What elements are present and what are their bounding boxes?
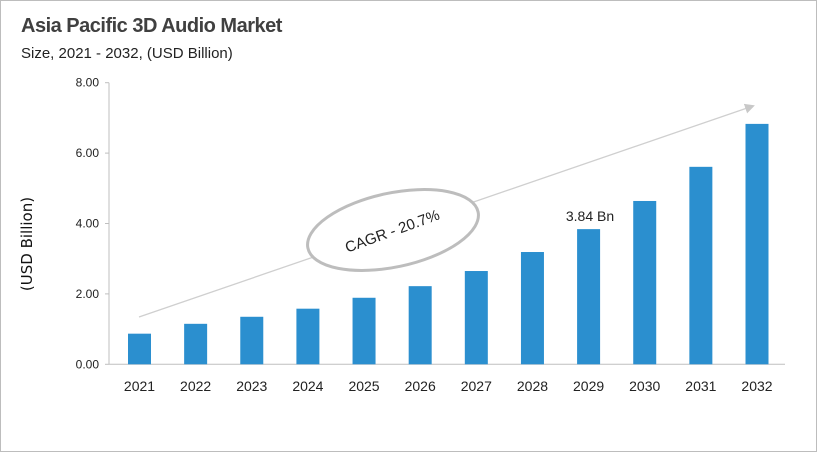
chart-title: Asia Pacific 3D Audio Market	[21, 15, 282, 37]
x-tick-label: 2022	[180, 378, 211, 394]
bar-2031	[689, 166, 713, 365]
y-axis-label: (USD Billion)	[18, 197, 36, 291]
y-tick-label: 8.00	[76, 76, 100, 90]
y-tick-label: 6.00	[76, 146, 100, 160]
x-tick-label: 2031	[685, 378, 716, 394]
x-tick-label: 2029	[573, 378, 604, 394]
cagr-ellipse	[306, 188, 480, 272]
bar-2023	[240, 316, 264, 365]
y-tick-label: 0.00	[76, 357, 100, 371]
bar-2032	[745, 123, 769, 365]
bar-2025	[352, 297, 376, 365]
x-tick-label: 2027	[461, 378, 492, 394]
y-tick-label: 2.00	[76, 287, 100, 301]
x-tick-label: 2023	[236, 378, 267, 394]
x-tick-label: 2024	[292, 378, 323, 394]
bar-2026	[408, 286, 432, 365]
bar-2024	[296, 308, 320, 365]
y-tick-label: 4.00	[76, 217, 100, 231]
x-tick-label: 2021	[124, 378, 155, 394]
x-tick-label: 2025	[348, 378, 379, 394]
bar-2028	[520, 252, 544, 365]
x-tick-label: 2030	[629, 378, 660, 394]
bar-2030	[633, 200, 657, 365]
x-tick-label: 2028	[517, 378, 548, 394]
chart-subtitle: Size, 2021 - 2032, (USD Billion)	[21, 45, 233, 62]
x-tick-label: 2026	[405, 378, 436, 394]
bar-2021	[128, 333, 151, 365]
bar-2022	[184, 323, 208, 365]
bar-2029	[577, 229, 601, 365]
x-tick-label: 2032	[741, 378, 772, 394]
data-label-2029: 3.84 Bn	[566, 208, 614, 224]
bar-2027	[464, 271, 488, 365]
